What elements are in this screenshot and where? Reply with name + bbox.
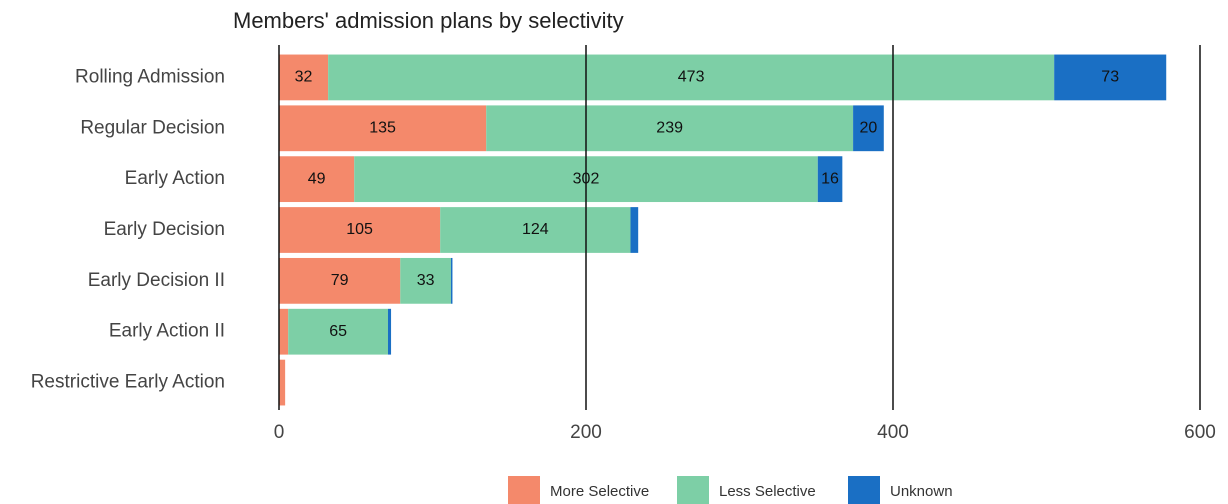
bar-segment <box>288 308 388 355</box>
bar-segment <box>486 105 854 152</box>
bar-segment <box>279 54 329 101</box>
bar-segment <box>279 156 355 203</box>
bar-segment <box>1054 54 1167 101</box>
bar-segment <box>279 207 441 253</box>
y-tick-label: Early Action <box>125 168 225 189</box>
value-label: 79 <box>331 272 349 289</box>
value-label: 49 <box>308 170 326 187</box>
value-label: 33 <box>417 272 435 289</box>
value-label: 20 <box>860 120 878 137</box>
value-label: 105 <box>346 221 373 238</box>
x-tick-label: 0 <box>274 422 285 443</box>
bar-segment <box>400 257 451 304</box>
x-tick-label: 400 <box>877 422 909 443</box>
y-tick-label: Regular Decision <box>80 117 225 138</box>
bar-segment <box>440 207 631 253</box>
bar-segment <box>279 105 487 152</box>
y-tick-label: Early Decision II <box>88 270 225 291</box>
chart-title: Members' admission plans by selectivity <box>233 8 624 33</box>
bar-segment <box>853 105 884 152</box>
value-label: 473 <box>678 69 705 86</box>
value-label: 135 <box>369 120 396 137</box>
value-label: 124 <box>522 221 549 238</box>
legend-label: Unknown <box>890 483 953 500</box>
value-label: 32 <box>295 69 313 86</box>
value-label: 65 <box>329 323 347 340</box>
x-tick-label: 600 <box>1184 422 1216 443</box>
bar-segment <box>328 54 1055 101</box>
legend-label: Less Selective <box>719 483 816 500</box>
legend-swatch <box>508 476 540 504</box>
bar-segment <box>279 359 286 406</box>
legend-swatch <box>677 476 709 504</box>
bar-segment <box>630 207 639 253</box>
legend-label: More Selective <box>550 483 649 500</box>
y-tick-label: Restrictive Early Action <box>31 372 225 393</box>
value-label: 16 <box>821 170 839 187</box>
bar-segment <box>387 308 392 355</box>
bar-segment <box>279 257 401 304</box>
bar-segment <box>279 308 289 355</box>
legend-swatch <box>848 476 880 504</box>
bar-segment <box>450 257 453 304</box>
value-label: 73 <box>1101 69 1119 86</box>
y-tick-label: Early Action II <box>109 321 225 342</box>
y-tick-label: Early Decision <box>104 219 225 240</box>
bar-segment <box>817 156 843 203</box>
y-tick-label: Rolling Admission <box>75 66 225 87</box>
x-tick-label: 200 <box>570 422 602 443</box>
value-label: 239 <box>656 120 683 137</box>
